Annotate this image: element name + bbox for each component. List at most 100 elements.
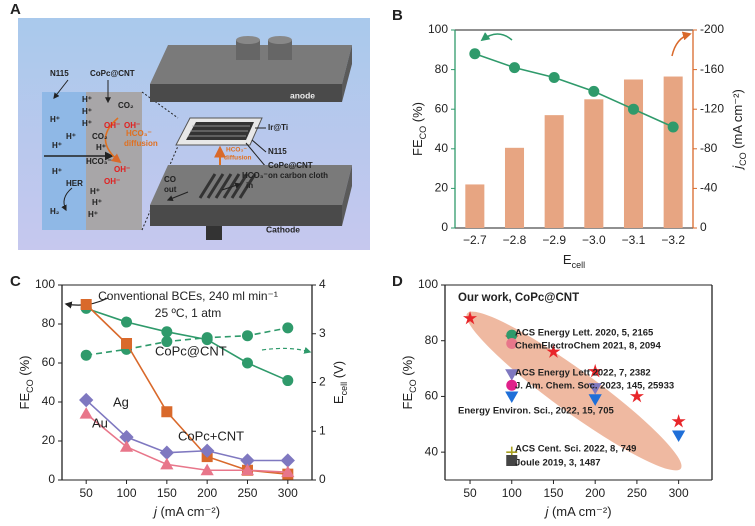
diagram-label: H⁺ [92, 198, 102, 207]
diagram-label: CoPc@CNT [268, 161, 313, 170]
marker [200, 463, 214, 476]
y-tick-label: 100 [418, 277, 438, 291]
y-tick-label: 80 [425, 333, 439, 347]
diagram-label: H₂ [50, 207, 60, 216]
marker [160, 457, 174, 470]
x-tick-label: 300 [669, 486, 689, 500]
label-part: j [152, 504, 158, 519]
x-tick-label: 100 [117, 486, 137, 500]
mesh-lines [188, 125, 250, 137]
label-part: (V) [331, 361, 346, 382]
y-tick-label: 40 [435, 141, 449, 155]
marker [240, 463, 255, 476]
highlight [466, 311, 682, 471]
x-axis-label: j (mA cm⁻²) [543, 504, 611, 519]
diagram-label: H⁺ [82, 95, 92, 104]
diagram-label: HCO₃⁻ [226, 147, 247, 154]
x-tick-label: 200 [585, 486, 605, 500]
x-tick-label: 300 [278, 486, 298, 500]
y2-axis-label: jCO (mA cm⁻²) [730, 89, 748, 171]
marker [469, 48, 481, 60]
x-tick-label: −3.0 [582, 233, 606, 247]
y-tick-label: 20 [435, 181, 449, 195]
diagram-label: OH⁻ [124, 121, 140, 130]
marker [509, 62, 520, 74]
x-tick-label: 150 [157, 486, 177, 500]
bar [465, 184, 485, 228]
panel-label: C [10, 273, 21, 290]
diagram-label: CO₂ [118, 101, 134, 110]
marker [506, 329, 518, 341]
flow-arrow [53, 79, 69, 99]
flow-arrow [61, 187, 73, 212]
diagram-label: OH⁻ [104, 177, 120, 186]
label-part: FE [410, 139, 425, 156]
flow-arrow [166, 191, 189, 202]
series-line [86, 327, 288, 356]
panel-label: B [392, 7, 403, 24]
diagram-label: H⁺ [52, 141, 62, 150]
y-tick-label: 60 [435, 101, 449, 115]
y-tick-label: 80 [42, 316, 56, 330]
x-tick-label: 100 [502, 486, 522, 500]
marker [121, 316, 133, 328]
label-part: (mA cm⁻²) [548, 504, 611, 519]
marker [546, 344, 561, 358]
series-line [474, 53, 674, 128]
marker [241, 330, 253, 342]
label-subscript: CO [408, 379, 418, 393]
x-tick-label: −2.7 [463, 233, 487, 247]
diagram-label: Cathode [266, 224, 300, 234]
marker [240, 453, 255, 468]
marker [161, 326, 173, 338]
marker [505, 391, 519, 404]
diagram-label: out [164, 185, 177, 194]
diagram-label: Ir@Ti [268, 123, 288, 132]
x-tick-label: 150 [543, 486, 563, 500]
series-label: Au [92, 415, 108, 430]
marker [672, 430, 686, 443]
axis-arrow [480, 32, 513, 42]
series-label: Our work, CoPc@CNT [458, 292, 579, 304]
label-subscript: CO [25, 379, 35, 393]
x-axis-label: Ecell [563, 252, 585, 270]
marker [159, 445, 174, 460]
anode-side [342, 45, 352, 102]
diagram-label: H⁺ [82, 119, 92, 128]
y-tick-label: 0 [48, 472, 55, 486]
series-label: ACS Energy Lett 2022, 7, 2382 [515, 368, 651, 379]
marker [506, 338, 518, 349]
marker [588, 85, 600, 97]
marker [506, 379, 518, 391]
annotation: 25 ºC, 1 atm [155, 306, 221, 320]
y2-tick-label: 4 [319, 277, 326, 291]
label-part: E [331, 395, 346, 404]
y2-tick-label: -120 [700, 101, 724, 115]
y-axis-label: FECO (%) [400, 356, 418, 410]
marker [119, 440, 134, 452]
marker [119, 429, 134, 445]
anode-front [150, 84, 342, 102]
series-label: ACS Cent. Sci. 2022, 8, 749 [515, 444, 636, 455]
diagram-label: diffusion [224, 155, 251, 162]
y-tick-label: 40 [42, 394, 56, 408]
series-label: Joule 2019, 3, 1487 [515, 458, 601, 469]
y-tick-label: 0 [441, 220, 448, 234]
label-part: FE [17, 393, 32, 410]
bar [623, 79, 644, 228]
y2-tick-label: 0 [700, 220, 707, 234]
diagram-label: H⁺ [52, 167, 62, 176]
series-label: Energy Environ. Sci., 2022, 15, 705 [458, 406, 614, 417]
diagram-label: HCO₃⁻ [242, 171, 268, 180]
diagram-label: H⁺ [66, 132, 76, 141]
diagram-label: N115 [50, 69, 69, 78]
bar [504, 147, 525, 228]
label-part: E [563, 252, 572, 267]
label-part: (%) [400, 356, 415, 380]
series-label: ChemElectroChem 2021, 8, 2094 [515, 341, 661, 352]
y2-tick-label: 3 [319, 326, 326, 340]
marker [79, 392, 94, 408]
label-part: (%) [410, 102, 425, 126]
marker [121, 338, 133, 349]
